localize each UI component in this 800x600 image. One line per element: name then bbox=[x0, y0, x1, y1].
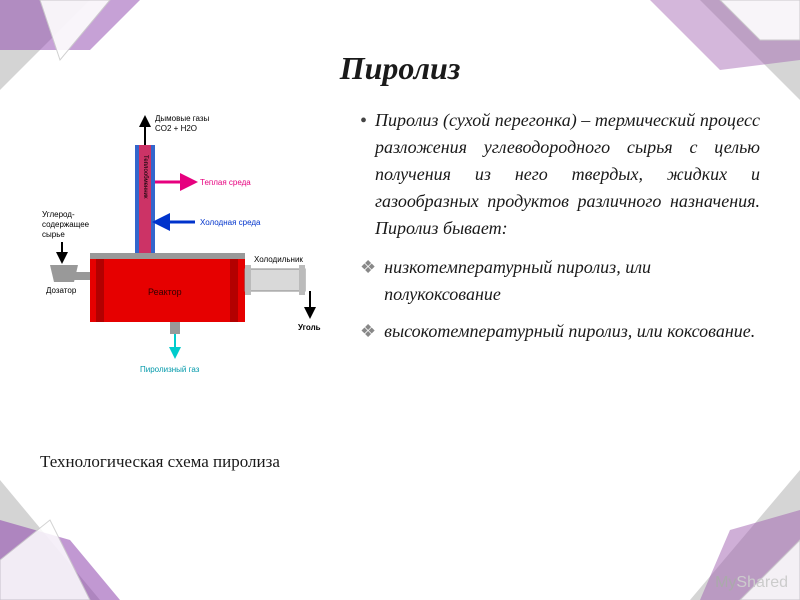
slide-title: Пиролиз bbox=[40, 50, 760, 87]
diamond-icon: ❖ bbox=[360, 254, 376, 308]
content-row: Дымовые газы CO2 + H2O Теплообменник Теп… bbox=[40, 107, 760, 472]
pyrolysis-gas-label: Пиролизный газ bbox=[140, 365, 200, 374]
feeder bbox=[50, 265, 78, 282]
watermark: MyShared bbox=[715, 574, 788, 592]
reactor-label: Реактор bbox=[148, 287, 182, 297]
list-item: ❖ высокотемпературный пиролиз, или коксо… bbox=[360, 318, 760, 345]
coal-label: Уголь bbox=[298, 323, 321, 332]
diamond-icon: ❖ bbox=[360, 318, 376, 345]
cooler-flange-r bbox=[299, 265, 305, 295]
feeder-label: Дозатор bbox=[46, 286, 77, 295]
pyrolysis-diagram: Дымовые газы CO2 + H2O Теплообменник Теп… bbox=[40, 107, 340, 387]
feedstock-label-2: содержащее bbox=[42, 220, 90, 229]
right-column: • Пиролиз (сухой перегонка) – термически… bbox=[360, 107, 760, 472]
feedstock-label-1: Углерод- bbox=[42, 210, 75, 219]
bullet-icon: • bbox=[360, 107, 367, 242]
reactor-flange-right bbox=[230, 257, 238, 322]
reactor-flange-left bbox=[96, 257, 104, 322]
definition-block: • Пиролиз (сухой перегонка) – термически… bbox=[360, 107, 760, 242]
hot-medium-label: Теплая среда bbox=[200, 178, 251, 187]
slide: Пиролиз bbox=[0, 0, 800, 600]
heat-exchanger-label: Теплообменник bbox=[142, 155, 148, 199]
list-item: ❖ низкотемпературный пиролиз, или полуко… bbox=[360, 254, 760, 308]
left-column: Дымовые газы CO2 + H2O Теплообменник Теп… bbox=[40, 107, 340, 472]
flue-gas-formula: CO2 + H2O bbox=[155, 124, 197, 133]
list-text-1: низкотемпературный пиролиз, или полукокс… bbox=[384, 254, 760, 308]
cooler-flange-l bbox=[245, 265, 251, 295]
list-text-2: высокотемпературный пиролиз, или коксова… bbox=[384, 318, 755, 345]
flue-gas-label: Дымовые газы bbox=[155, 114, 210, 123]
cooler-label: Холодильник bbox=[254, 255, 303, 264]
feedstock-label-3: сырье bbox=[42, 230, 65, 239]
gas-port bbox=[170, 322, 180, 334]
cooler bbox=[245, 269, 305, 291]
diagram-caption: Технологическая схема пиролиза bbox=[40, 452, 340, 472]
definition-text: Пиролиз (сухой перегонка) – термический … bbox=[375, 107, 760, 242]
reactor-top bbox=[90, 253, 245, 259]
cold-medium-label: Холодная среда bbox=[200, 218, 261, 227]
